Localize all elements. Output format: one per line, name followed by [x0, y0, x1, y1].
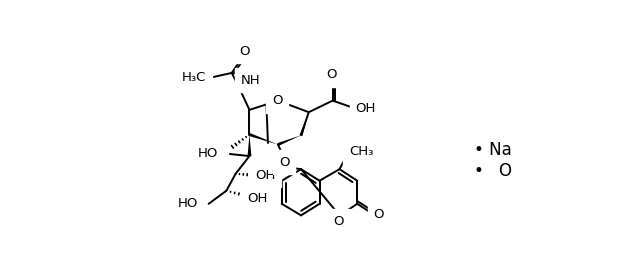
Polygon shape	[248, 135, 252, 156]
Text: HO: HO	[198, 147, 218, 160]
Text: OH: OH	[356, 102, 376, 115]
Text: NH: NH	[241, 74, 260, 87]
Text: CH₃: CH₃	[349, 145, 373, 158]
Polygon shape	[300, 112, 308, 136]
Text: OH: OH	[248, 192, 268, 205]
Text: OH: OH	[202, 142, 223, 155]
Text: 2: 2	[493, 170, 500, 180]
Text: • Na: • Na	[474, 141, 512, 159]
Text: O: O	[239, 45, 250, 58]
Text: OH: OH	[255, 169, 276, 182]
Text: O: O	[374, 208, 384, 221]
Text: O: O	[279, 156, 289, 169]
Text: O: O	[498, 162, 511, 181]
Text: H₃C: H₃C	[182, 71, 206, 84]
Text: O: O	[326, 68, 337, 81]
Text: O: O	[333, 215, 344, 228]
Text: O: O	[272, 94, 282, 107]
Text: HO: HO	[177, 197, 198, 210]
Polygon shape	[277, 135, 301, 146]
Text: • xH: • xH	[474, 162, 512, 181]
Polygon shape	[249, 133, 278, 144]
